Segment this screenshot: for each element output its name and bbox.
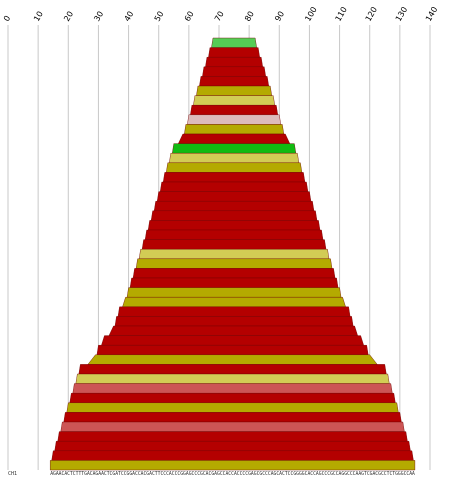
band-row xyxy=(144,229,324,240)
band-row xyxy=(190,104,279,116)
band-row xyxy=(114,316,354,327)
band-row xyxy=(163,172,306,183)
band-row xyxy=(193,95,275,106)
band-row xyxy=(117,306,351,317)
band-row xyxy=(211,37,257,48)
sequence-label: AGAACACTCTTTGACAGAACTCGATCCGGACCACGACTTC… xyxy=(50,471,415,477)
band-row xyxy=(51,450,414,461)
band-row xyxy=(156,191,312,202)
x-axis-tick-labels: 0 10 20 30 40 50 60 70 80 90 100 110 120 130 140 xyxy=(2,5,439,23)
band-row xyxy=(138,248,330,259)
x-tick-label: 10 xyxy=(32,10,45,23)
band-row xyxy=(205,57,263,68)
x-tick-label: 80 xyxy=(243,10,256,23)
band-row xyxy=(72,383,393,394)
x-tick-label: 130 xyxy=(394,5,409,23)
band-row xyxy=(132,268,336,279)
band-row xyxy=(126,287,342,298)
band-row xyxy=(78,364,387,375)
band-row xyxy=(66,402,399,413)
band-row xyxy=(208,47,260,58)
band-row xyxy=(135,258,333,269)
band-row xyxy=(172,143,297,154)
x-tick-label: 50 xyxy=(153,10,166,23)
bands xyxy=(50,37,416,471)
band-row xyxy=(129,277,339,288)
band-row xyxy=(75,373,390,384)
band-row xyxy=(159,181,309,192)
x-tick-label: 70 xyxy=(213,10,226,23)
band-row xyxy=(169,152,300,164)
x-tick-label: 140 xyxy=(424,5,439,23)
band-row xyxy=(141,239,327,250)
x-tick-label: 100 xyxy=(303,5,318,23)
band-row xyxy=(150,210,318,221)
band-row xyxy=(122,297,346,307)
band-row xyxy=(166,162,303,173)
x-tick-label: 40 xyxy=(123,10,136,23)
band-row xyxy=(184,124,285,135)
band-row xyxy=(177,133,291,144)
band-row xyxy=(50,460,416,471)
x-tick-label: 30 xyxy=(92,10,105,23)
band-row xyxy=(196,85,272,96)
x-tick-label: 60 xyxy=(183,10,196,23)
band-row xyxy=(153,200,315,212)
x-tick-label: 110 xyxy=(334,5,349,23)
band-row xyxy=(69,393,396,403)
band-row xyxy=(96,345,369,355)
band-row xyxy=(147,220,321,231)
band-row xyxy=(87,354,378,365)
band-row xyxy=(60,421,405,432)
row-label: CH1 xyxy=(8,471,17,477)
band-row xyxy=(108,325,358,336)
band-row xyxy=(57,431,408,442)
band-row xyxy=(54,441,411,451)
band-row xyxy=(63,412,402,423)
x-tick-label: 0 xyxy=(2,14,12,23)
band-row xyxy=(199,76,269,87)
x-tick-label: 20 xyxy=(62,10,75,23)
band-row xyxy=(101,335,364,346)
band-row xyxy=(187,114,282,125)
band-row xyxy=(202,66,266,77)
x-tick-label: 120 xyxy=(364,5,379,23)
x-tick-label: 90 xyxy=(273,10,286,23)
